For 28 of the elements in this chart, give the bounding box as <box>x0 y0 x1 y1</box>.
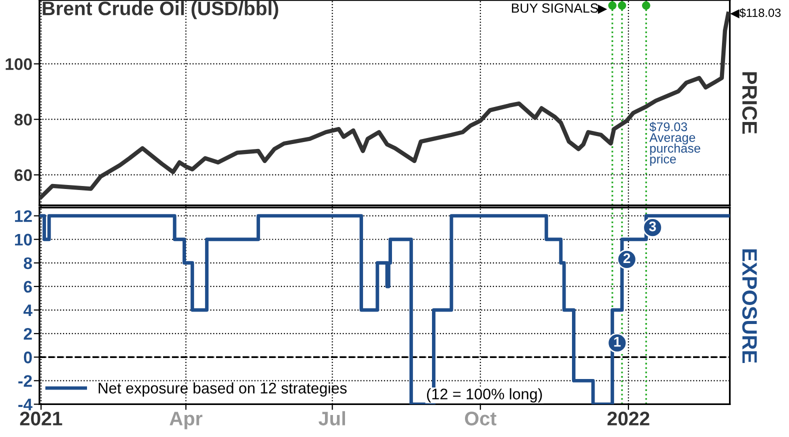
y-axis-title: PRICE <box>742 72 757 134</box>
y-tick-label: 60 <box>14 169 32 182</box>
annotation: (12 = 100% long) <box>427 388 542 402</box>
y-tick-label: 100 <box>6 58 32 70</box>
y-axis-title: EXPOSURE <box>742 249 757 363</box>
legend-label: Net exposure based on 12 strategies <box>98 382 347 397</box>
annotation: BUY SIGNALS <box>512 3 598 13</box>
y-tick-label: 2 <box>24 328 32 340</box>
y-tick-label: -4 <box>18 398 32 410</box>
x-tick-label: Oct <box>464 412 496 426</box>
y-tick-label: 12 <box>15 210 32 222</box>
x-tick-label: Apr <box>170 412 202 430</box>
annotation: $79.03 Average purchase price <box>649 122 700 166</box>
annotation: $118.03 <box>739 8 781 18</box>
y-tick-label: 0 <box>24 352 32 364</box>
x-tick-label: Jul <box>318 411 346 426</box>
y-tick-label: 10 <box>15 234 32 246</box>
y-tick-label: 6 <box>24 280 32 293</box>
annotation: 1 <box>614 337 621 347</box>
y-tick-label: 4 <box>23 304 32 316</box>
y-tick-label: 80 <box>14 114 32 126</box>
annotation: 2 <box>623 253 630 263</box>
chart-title: Brent Crude Oil (USD/bbl) <box>42 1 278 20</box>
y-tick-label: -2 <box>18 375 32 387</box>
x-tick-label: 2021 <box>20 412 62 426</box>
y-tick-label: 8 <box>24 257 32 270</box>
x-tick-label: 2022 <box>607 412 650 426</box>
annotation: 3 <box>649 221 656 232</box>
